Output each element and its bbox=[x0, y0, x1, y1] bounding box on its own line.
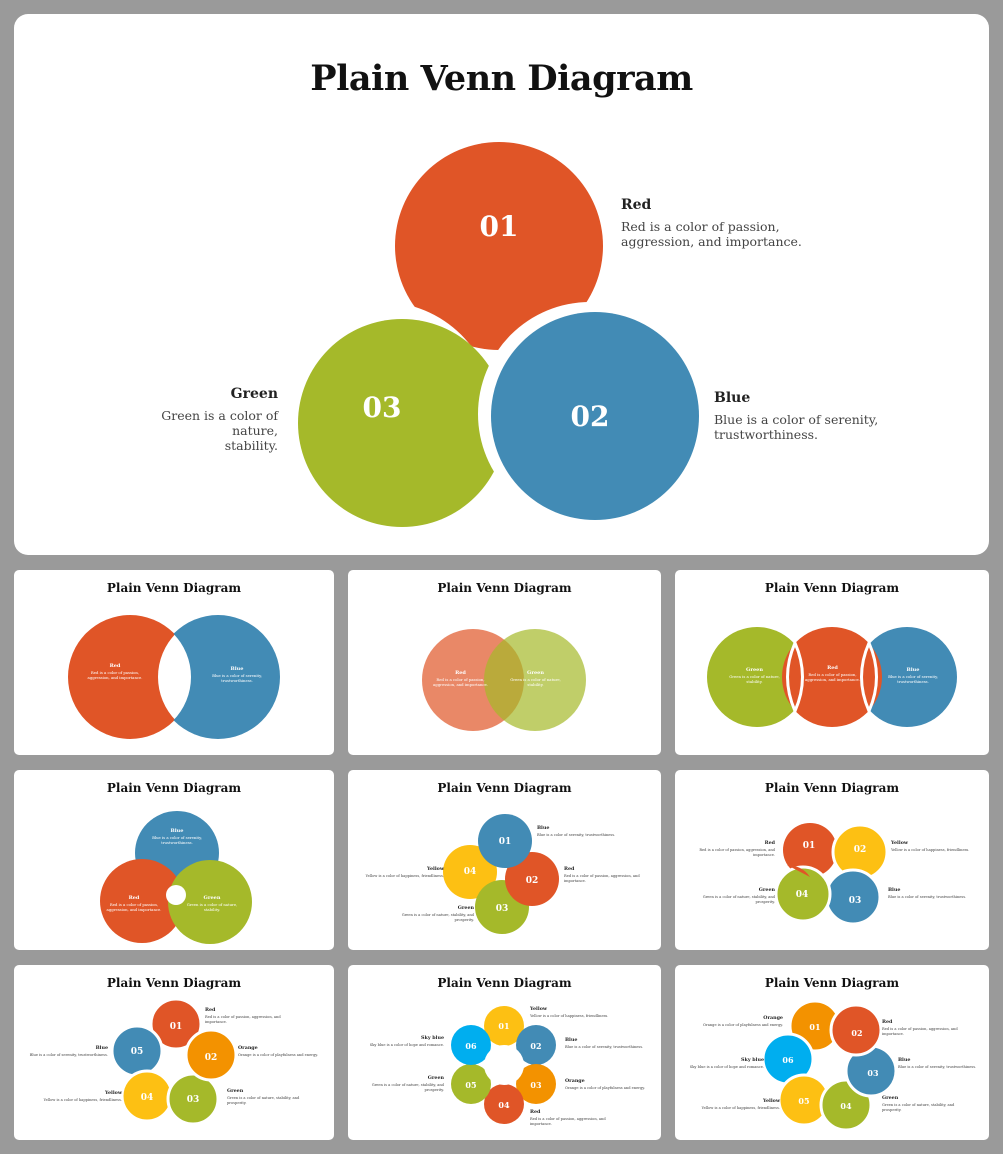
thumbnail-slide-2[interactable]: Plain Venn Diagram Red Red is a color of … bbox=[348, 570, 661, 755]
label-green: Green Green is a color of nature, stabili… bbox=[401, 905, 474, 922]
svg-text:02: 02 bbox=[854, 845, 867, 855]
svg-text:01: 01 bbox=[809, 1022, 820, 1032]
label-green: Green Green is a color of nature, stabili… bbox=[227, 1088, 300, 1105]
svg-text:03: 03 bbox=[363, 391, 402, 424]
thumbnail-title: Plain Venn Diagram bbox=[764, 976, 900, 990]
label-green: Green Green is a color of nature, stabil… bbox=[161, 386, 278, 453]
label-blue: Blue Blue is a color of serenity, trustwo… bbox=[565, 1037, 644, 1049]
circle-blue bbox=[491, 312, 699, 520]
label-blue: Blue Blue is a color of serenity, trustwo… bbox=[29, 1045, 108, 1057]
label-blue: Blue Blue is a color of serenity, trustwo… bbox=[152, 828, 202, 845]
svg-text:04: 04 bbox=[796, 890, 809, 900]
six-pinwheel-venn: 01 02 03 04 05 06 bbox=[761, 999, 898, 1132]
label-orange: Orange Orange is a color of playfulness a… bbox=[565, 1078, 645, 1090]
svg-text:01: 01 bbox=[480, 210, 519, 243]
four-pinwheel-venn: 01 02 03 04 bbox=[774, 823, 889, 926]
svg-text:03: 03 bbox=[849, 896, 862, 906]
svg-text:04: 04 bbox=[498, 1100, 510, 1110]
svg-text:03: 03 bbox=[867, 1068, 879, 1078]
label-green: Green Green is a color of nature, stabili… bbox=[702, 887, 775, 904]
svg-text:01: 01 bbox=[498, 1021, 509, 1031]
svg-text:04: 04 bbox=[141, 1093, 154, 1103]
svg-text:03: 03 bbox=[530, 1080, 542, 1090]
svg-text:02: 02 bbox=[530, 1041, 541, 1051]
svg-text:01: 01 bbox=[170, 1022, 183, 1032]
label-orange: Orange Orange is a color of playfulness a… bbox=[703, 1015, 783, 1027]
thumbnail-slide-8[interactable]: Plain Venn Diagram 01 02 03 04 05 06 Yel… bbox=[348, 965, 661, 1140]
three-row-venn bbox=[707, 627, 957, 727]
label-red: Red Red is a color of passion, aggression… bbox=[106, 895, 162, 912]
circle-green bbox=[298, 319, 506, 527]
svg-text:03: 03 bbox=[496, 904, 509, 914]
thumbnail-title: Plain Venn Diagram bbox=[437, 781, 572, 795]
label-green: Green Green is a color of nature, stabili… bbox=[729, 667, 780, 684]
thumbnail-title: Plain Venn Diagram bbox=[437, 976, 572, 990]
three-circle-venn-diagram: 01 02 03 bbox=[298, 142, 699, 527]
svg-text:05: 05 bbox=[465, 1080, 476, 1090]
label-yellow: Yellow Yellow is a color of happiness, fr… bbox=[365, 866, 444, 878]
svg-text:01: 01 bbox=[803, 841, 816, 851]
two-circle-overlap-venn bbox=[422, 629, 586, 731]
svg-text:02: 02 bbox=[851, 1028, 862, 1038]
label-red: Red Red is a color of passion, aggression… bbox=[882, 1019, 958, 1036]
label-orange: Orange Orange is a color of playfulness a… bbox=[238, 1045, 318, 1057]
label-yellow: Yellow Yellow is a color of happiness, fr… bbox=[891, 840, 970, 852]
label-blue: Blue Blue is a color of serenity, trustwo… bbox=[888, 887, 967, 899]
two-circle-venn bbox=[68, 615, 280, 739]
thumbnail-title: Plain Venn Diagram bbox=[764, 781, 900, 795]
label-green: Green Green is a color of nature, stabili… bbox=[510, 670, 561, 687]
thumbnail-slide-5[interactable]: Plain Venn Diagram 01 02 03 04 Blue Blue … bbox=[348, 770, 661, 950]
label-sky-blue: Sky blue Sky blue is a color of hope and … bbox=[689, 1057, 764, 1069]
thumbnail-title: Plain Venn Diagram bbox=[106, 781, 242, 795]
main-slide-title: Plain Venn Diagram bbox=[310, 58, 693, 99]
label-red: Red Red is a color of passion, aggression… bbox=[699, 840, 775, 857]
svg-text:06: 06 bbox=[782, 1055, 794, 1065]
label-yellow: Yellow Yellow is a color of happiness, fr… bbox=[701, 1098, 780, 1110]
label-red: Red Red is a color of passion, aggressio… bbox=[621, 197, 802, 249]
thumbnail-slide-3[interactable]: Plain Venn Diagram Green Green is a color… bbox=[675, 570, 989, 755]
label-blue: Blue Blue is a color of serenity, trustw… bbox=[714, 390, 879, 442]
thumbnail-title: Plain Venn Diagram bbox=[106, 976, 242, 990]
label-red: Red Red is a color of passion, aggression… bbox=[805, 665, 860, 682]
circle-red bbox=[395, 142, 603, 350]
label-yellow: Yellow Yellow is a color of happiness, fr… bbox=[530, 1006, 609, 1018]
svg-text:04: 04 bbox=[840, 1101, 852, 1111]
label-blue: Blue Blue is a color of serenity, trustwo… bbox=[888, 667, 938, 684]
four-circle-venn: 01 02 03 04 bbox=[443, 814, 559, 934]
label-blue: Blue Blue is a color of serenity, trustwo… bbox=[537, 825, 616, 837]
label-yellow: Yellow Yellow is a color of happiness, fr… bbox=[43, 1090, 122, 1102]
thumbnail-slide-4[interactable]: Plain Venn Diagram Blue Blue is a color o… bbox=[14, 770, 334, 950]
label-green: Green Green is a color of nature, stabili… bbox=[371, 1075, 444, 1092]
label-red: Red Red is a color of passion, aggression… bbox=[87, 663, 143, 680]
svg-text:05: 05 bbox=[131, 1047, 144, 1057]
label-red: Red Red is a color of passion, aggression… bbox=[530, 1109, 606, 1126]
label-red: Red Red is a color of passion, aggression… bbox=[433, 670, 488, 687]
label-blue: Blue Blue is a color of serenity, trustwo… bbox=[212, 666, 262, 683]
thumbnail-slide-9[interactable]: Plain Venn Diagram 01 02 03 04 05 06 Ora… bbox=[675, 965, 989, 1140]
svg-text:02: 02 bbox=[205, 1053, 218, 1063]
label-red: Red Red is a color of passion, aggression… bbox=[205, 1007, 281, 1024]
label-sky-blue: Sky blue Sky blue is a color of hope and … bbox=[369, 1035, 444, 1047]
label-blue: Blue Blue is a color of serenity, trustwo… bbox=[898, 1057, 977, 1069]
label-red: Red Red is a color of passion, aggression… bbox=[564, 866, 640, 883]
svg-text:01: 01 bbox=[499, 837, 512, 847]
triangle-venn bbox=[100, 811, 252, 944]
six-petal-venn: 01 02 03 04 05 06 bbox=[451, 1006, 556, 1124]
svg-text:06: 06 bbox=[465, 1041, 477, 1051]
five-pinwheel-venn: 01 02 03 04 05 bbox=[110, 997, 238, 1126]
thumbnail-slide-7[interactable]: Plain Venn Diagram 01 02 03 04 05 Red Red… bbox=[14, 965, 334, 1140]
thumbnail-slide-6[interactable]: Plain Venn Diagram 01 02 03 04 Red Red is… bbox=[675, 770, 989, 950]
svg-text:02: 02 bbox=[526, 876, 539, 886]
thumbnail-title: Plain Venn Diagram bbox=[106, 581, 242, 595]
svg-text:05: 05 bbox=[798, 1096, 809, 1106]
svg-text:02: 02 bbox=[571, 400, 610, 433]
main-slide[interactable]: Plain Venn Diagram 01 02 03 Red Red is a… bbox=[14, 14, 989, 555]
svg-text:04: 04 bbox=[464, 867, 477, 877]
thumbnail-title: Plain Venn Diagram bbox=[764, 581, 900, 595]
label-green: Green Green is a color of nature, stabili… bbox=[882, 1095, 955, 1112]
svg-text:03: 03 bbox=[187, 1095, 200, 1105]
thumbnail-slide-1[interactable]: Plain Venn Diagram Red Red is a color of … bbox=[14, 570, 334, 755]
label-green: Green Green is a color of nature, stabili… bbox=[186, 895, 238, 912]
thumbnail-title: Plain Venn Diagram bbox=[437, 581, 572, 595]
